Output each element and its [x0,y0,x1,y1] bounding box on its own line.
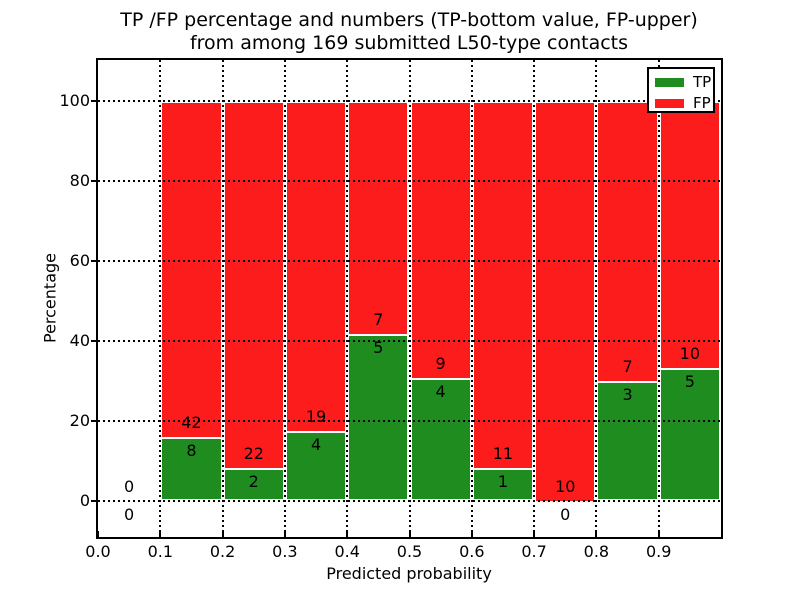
gridline-x-0.2 [221,60,224,537]
y-tick-40 [91,340,96,342]
bar-fp-0.8-0.9 [596,101,659,381]
x-tick-0.0 [97,531,99,537]
fp-count-label-0.6-0.7: 11 [492,443,514,463]
y-tick-label-0: 0 [79,491,90,510]
x-tick-label-0.6: 0.6 [459,542,485,561]
legend-label-tp: TP [693,73,712,91]
tp-count-label-0.1-0.2: 8 [186,441,197,460]
bar-tp-0.4-0.5 [347,334,410,501]
bar-tp-0.6-0.7 [471,467,535,501]
x-tick-label-0.0: 0.0 [85,542,111,561]
legend-swatch-fp [655,99,684,108]
y-tick-label-60: 60 [69,251,90,270]
bar-tp-0.2-0.3 [222,467,285,501]
x-tick-label-0.3: 0.3 [272,542,298,561]
gridline-x-0.9 [657,60,660,537]
x-tick-label-0.2: 0.2 [209,542,236,561]
bar-fp-0.6-0.7 [471,101,535,468]
tp-count-label-0.2-0.3: 2 [248,471,259,491]
gridline-x-0.1 [159,60,162,537]
legend-row-tp: TP [655,72,713,93]
fp-count-label-0.4-0.5: 7 [373,310,384,330]
tp-count-label-0.9-1.0: 5 [684,371,695,391]
y-tick-80 [91,180,96,182]
x-tick-label-0.8: 0.8 [583,542,610,561]
y-tick-100 [91,100,96,102]
fp-count-label-0.0-0.1: 0 [124,477,135,496]
bar-tp-0.9-1.0 [658,367,721,501]
gridline-x-0.3 [283,60,286,537]
chart-title-line1: TP /FP percentage and numbers (TP-bottom… [120,9,698,31]
bar-fp-0.7-0.8 [534,101,597,501]
bar-fp-0.5-0.6 [409,101,472,378]
x-tick-label-0.5: 0.5 [396,542,423,561]
chart-title: TP /FP percentage and numbers (TP-bottom… [120,9,698,55]
fp-count-label-0.9-1.0: 10 [679,343,701,363]
legend: TP FP [647,67,715,113]
plot-area: 0 0 42 8 22 2 19 4 7 5 9 4 11 1 10 0 7 3 10 5 0 20 40 60 80 100 0.… [59,58,723,561]
gridline-x-0.6 [470,60,473,537]
y-tick-label-40: 40 [69,331,90,350]
tp-count-label-0.7-0.8: 0 [560,505,571,524]
y-tick-label-80: 80 [69,171,90,190]
tp-count-label-0.6-0.7: 1 [497,471,509,491]
gridline-x-0.8 [595,60,598,537]
tp-count-label-0.5-0.6: 4 [435,381,446,401]
y-tick-20 [91,420,96,422]
fp-count-label-0.2-0.3: 22 [243,443,264,463]
y-tick-label-100: 100 [59,91,90,110]
y-tick-label-20: 20 [69,411,90,430]
x-tick-label-0.4: 0.4 [334,542,360,561]
bar-fp-0.1-0.2 [160,101,223,437]
fp-count-label-0.8-0.9: 7 [622,357,633,376]
fp-count-label-0.1-0.2: 42 [181,413,202,432]
y-tick-60 [91,260,96,262]
bar-fp-0.2-0.3 [222,101,285,468]
bar-fp-0.3-0.4 [284,101,348,432]
x-axis-label: Predicted probability [326,564,492,583]
tp-count-label-0.0-0.1: 0 [124,505,135,524]
y-tick-0 [91,500,96,502]
bar-tp-0.1-0.2 [160,437,223,501]
fp-count-label-0.7-0.8: 10 [555,477,576,496]
fp-count-label-0.3-0.4: 19 [305,407,327,427]
bar-fp-0.4-0.5 [347,101,410,335]
x-tick-label-0.9: 0.9 [645,542,672,561]
x-tick-label-0.1: 0.1 [147,542,174,561]
gridline-x-0.4 [346,60,349,537]
legend-row-fp: FP [655,93,713,114]
tp-count-label-0.4-0.5: 5 [373,338,384,358]
x-tick-label-0.7: 0.7 [521,542,547,561]
bar-fp-0.9-1.0 [658,101,721,368]
legend-label-fp: FP [693,94,711,112]
gridline-x-0.7 [533,60,536,537]
legend-swatch-tp [655,78,684,87]
fp-count-label-0.5-0.6: 9 [435,353,446,373]
tp-count-label-0.8-0.9: 3 [622,385,633,404]
bar-tp-0.5-0.6 [409,377,472,501]
tp-count-label-0.3-0.4: 4 [310,435,322,455]
chart-title-line2: from among 169 submitted L50-type contac… [189,32,629,54]
bar-tp-0.3-0.4 [284,431,348,501]
gridline-x-0.5 [408,60,411,537]
bar-tp-0.8-0.9 [596,381,659,501]
